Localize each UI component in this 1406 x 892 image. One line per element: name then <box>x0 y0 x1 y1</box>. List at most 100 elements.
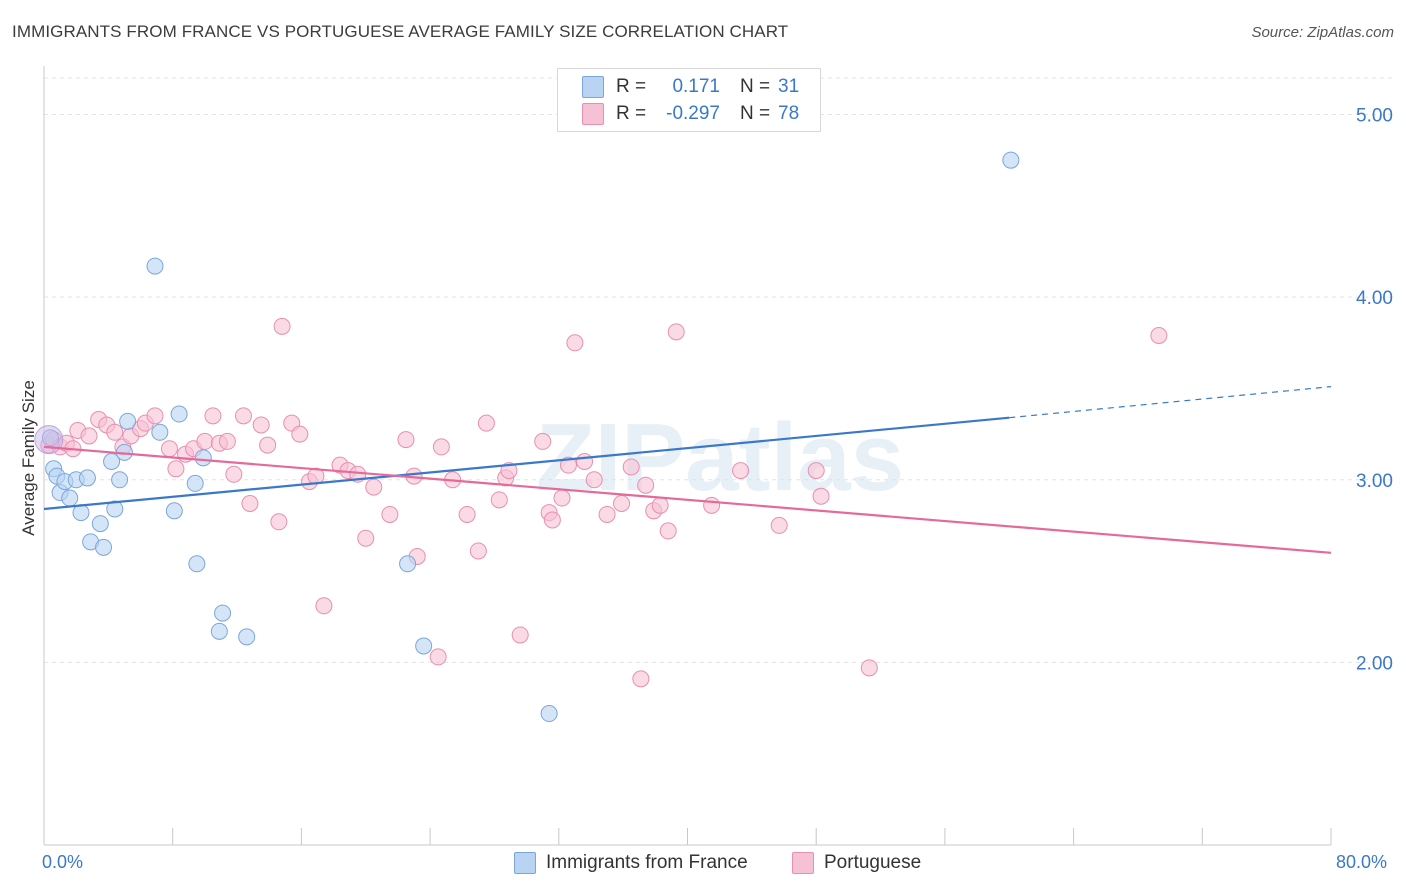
portuguese-point <box>381 505 399 523</box>
portuguese-points <box>40 317 1168 688</box>
series-legend-france: Immigrants from France <box>514 852 748 874</box>
y-axis-label: Average Family Size <box>19 380 38 536</box>
france-point <box>194 449 212 467</box>
portuguese-point <box>637 476 655 494</box>
france-point <box>399 555 417 573</box>
portuguese-point <box>812 487 830 505</box>
france-point <box>186 474 204 492</box>
chart-source: Source: ZipAtlas.com <box>1251 24 1394 41</box>
y-tick-label: 4.00 <box>1356 288 1393 309</box>
portuguese-point <box>196 432 214 450</box>
legend-r-label: R = <box>616 76 647 97</box>
france-point <box>188 555 206 573</box>
portuguese-point <box>598 505 616 523</box>
portuguese-point <box>234 407 252 425</box>
portuguese-point <box>204 407 222 425</box>
france-point <box>146 257 164 275</box>
portuguese-point <box>469 542 487 560</box>
portuguese-point <box>273 317 291 335</box>
legend-r-value: -0.297 <box>666 103 720 124</box>
portuguese-point <box>315 597 333 615</box>
portuguese-point <box>106 423 124 441</box>
y-tick-label: 5.00 <box>1356 106 1393 127</box>
portuguese-point <box>511 626 529 644</box>
portuguese-point <box>553 489 571 507</box>
france-point <box>151 423 169 441</box>
portuguese-point <box>651 496 669 514</box>
portuguese-point <box>259 436 277 454</box>
x-axis-max-label: 80.0% <box>1336 852 1388 872</box>
series-swatch-pink <box>792 852 814 874</box>
portuguese-point <box>732 462 750 480</box>
legend-n-label: N = <box>740 76 771 97</box>
y-tick-labels: 2.00 3.00 4.00 5.00 <box>1356 106 1393 675</box>
portuguese-point <box>543 511 561 529</box>
portuguese-point <box>860 659 878 677</box>
france-point <box>1002 151 1020 169</box>
series-swatch-blue <box>514 852 536 874</box>
portuguese-point <box>770 516 788 534</box>
portuguese-point <box>585 471 603 489</box>
grid-lines <box>44 77 1392 663</box>
series-legend-portuguese: Portuguese <box>792 852 921 874</box>
portuguese-point <box>534 432 552 450</box>
portuguese-point <box>1150 326 1168 344</box>
france-point <box>91 515 109 533</box>
portuguese-point <box>458 505 476 523</box>
portuguese-point <box>397 431 415 449</box>
legend-r-value: 0.171 <box>672 76 720 97</box>
france-trend-extension <box>1009 386 1332 419</box>
portuguese-point <box>490 491 508 509</box>
portuguese-point <box>477 414 495 432</box>
portuguese-point <box>252 416 270 434</box>
portuguese-point <box>500 462 518 480</box>
france-point <box>119 412 137 430</box>
legend-row-portuguese: R = -0.297 N = 78 <box>582 100 799 128</box>
portuguese-point <box>632 670 650 688</box>
france-trend-line <box>43 416 1010 511</box>
legend-r-label: R = <box>616 103 647 124</box>
france-point <box>165 502 183 520</box>
portuguese-point <box>659 522 677 540</box>
series-legend-label: Immigrants from France <box>546 852 748 873</box>
x-axis-min-label: 0.0% <box>42 852 84 872</box>
france-point <box>95 538 113 556</box>
portuguese-point <box>429 648 447 666</box>
france-point <box>238 628 256 646</box>
france-point <box>61 489 79 507</box>
france-point <box>170 405 188 423</box>
portuguese-point <box>667 323 685 341</box>
portuguese-point <box>160 440 178 458</box>
chart-title: IMMIGRANTS FROM FRANCE VS PORTUGUESE AVE… <box>12 22 789 41</box>
portuguese-point <box>576 453 594 470</box>
stats-legend: R = 0.171 N = 31 R = -0.297 N = 78 <box>557 68 821 132</box>
france-points <box>34 151 1020 723</box>
series-legend: Immigrants from France Portuguese <box>0 852 1406 878</box>
legend-n-label: N = <box>740 103 771 124</box>
portuguese-point <box>559 456 577 474</box>
overlap-cluster-point <box>34 425 64 455</box>
legend-swatch-pink <box>582 103 604 125</box>
axes <box>43 66 1332 846</box>
portuguese-point <box>566 334 584 352</box>
portuguese-point <box>80 427 98 445</box>
portuguese-point <box>291 425 309 443</box>
legend-swatch-blue <box>582 76 604 98</box>
legend-row-france: R = 0.171 N = 31 <box>582 73 799 101</box>
portuguese-point <box>357 529 375 547</box>
portuguese-point <box>365 478 383 496</box>
y-tick-label: 2.00 <box>1356 653 1393 674</box>
portuguese-point <box>167 460 185 478</box>
portuguese-point <box>703 496 721 514</box>
france-point <box>78 469 96 487</box>
legend-n-value: 31 <box>778 76 800 97</box>
portuguese-point <box>270 513 288 531</box>
france-point <box>106 500 124 518</box>
portuguese-point <box>146 407 164 425</box>
france-point <box>415 637 433 655</box>
france-point <box>210 622 228 640</box>
trend-lines <box>43 386 1332 554</box>
portuguese-point <box>622 458 640 476</box>
y-tick-label: 3.00 <box>1356 471 1393 492</box>
